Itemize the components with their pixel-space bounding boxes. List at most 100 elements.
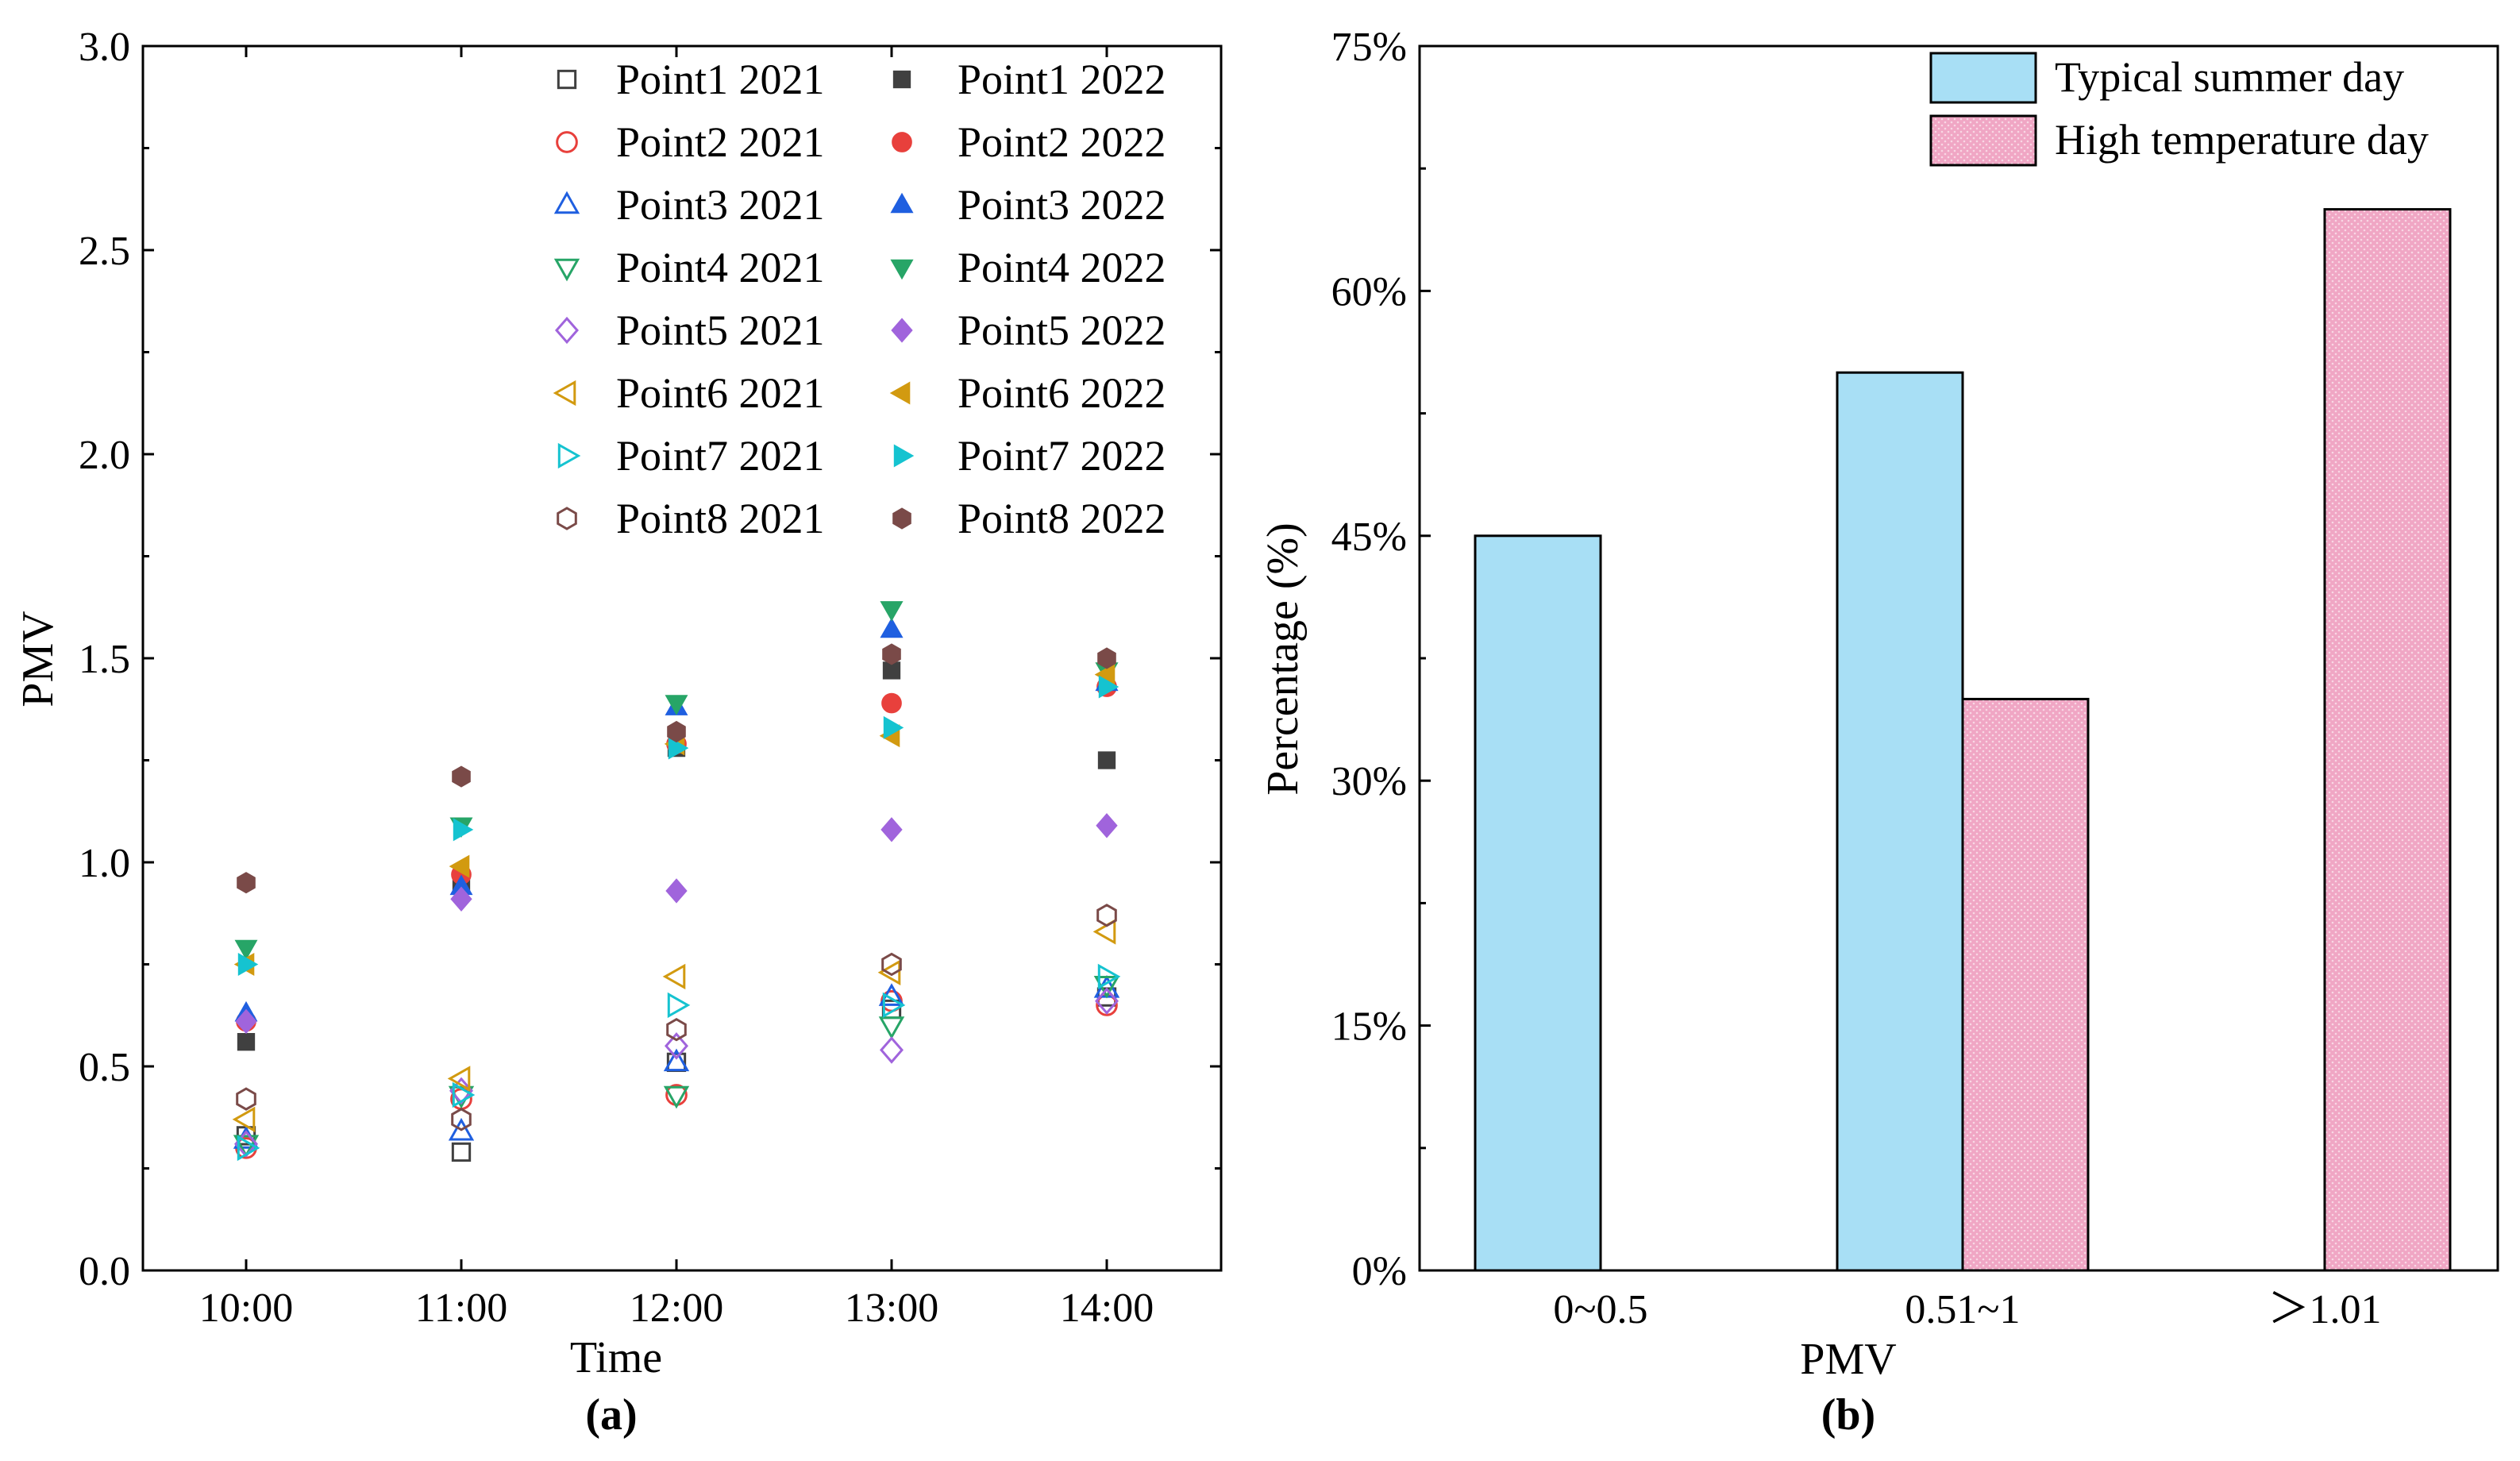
panel-a-plot-area — [232, 601, 1121, 1162]
legend-label: Point7 2021 — [616, 432, 825, 480]
panel-a-x-ticks: 10:00 11:00 12:00 13:00 14:00 — [199, 46, 1154, 1331]
bar-series-typical-summer-day — [1474, 371, 1964, 1272]
legend-marker-point5-2022 — [891, 318, 913, 343]
data-point-point4-2022 — [665, 695, 688, 715]
data-point-point6-2021 — [447, 1066, 471, 1092]
legend-marker-point2-2022 — [892, 132, 912, 152]
legend-label: Point3 2021 — [616, 181, 825, 229]
series-point7-2022 — [237, 675, 1119, 977]
panel-b-y-tick-label: 60% — [1331, 269, 1407, 314]
legend-marker-point4-2022 — [890, 259, 914, 280]
legend-item-high-temperature-day: High temperature day — [1929, 114, 2429, 167]
panel-b-x-ticks: 0~0.5 0.51~1 ＞1.01 — [1553, 1259, 2382, 1332]
panel-a-y-axis-title: PMV — [13, 611, 63, 707]
data-point-point8-2022 — [667, 720, 686, 743]
legend-label: Point5 2022 — [958, 306, 1166, 354]
legend-item-typical-summer-day: Typical summer day — [1929, 52, 2404, 104]
panel-b-x-tick-label: 0.51~1 — [1905, 1287, 2020, 1332]
bar-high-temperature-day-1-01 — [2323, 208, 2452, 1272]
data-point-point7-2022 — [453, 818, 474, 842]
series-point2-2021 — [235, 989, 1118, 1159]
data-point-point7-2021 — [882, 992, 906, 1019]
panel-b-label: (b) — [1821, 1390, 1875, 1440]
legend-marker-point3-2022 — [890, 192, 914, 214]
data-point-point7-2022 — [237, 952, 259, 977]
data-point-point5-2021 — [1095, 987, 1119, 1015]
legend-marker-point4-2021 — [553, 258, 580, 282]
panel-b-bar-chart: 0% 15% 30% 45% 60% 75% 0~0.5 0.51~1 ＞1.01 PMV P… — [1258, 25, 2499, 1440]
legend-label: Point1 2022 — [958, 56, 1166, 103]
data-point-point8-2022 — [882, 643, 901, 665]
panel-a-y-tick-label: 3.0 — [79, 25, 130, 70]
panel-a-label: (a) — [585, 1390, 637, 1440]
legend-item-point3-2021: Point3 2021 — [553, 181, 825, 229]
series-point1-2022 — [237, 661, 1116, 1051]
series-point7-2021 — [237, 963, 1121, 1162]
bar-high-temperature-day-0-51-1 — [1961, 697, 2090, 1272]
legend-marker-point6-2021 — [553, 380, 576, 407]
legend-label: Point7 2022 — [958, 432, 1166, 480]
bar-series-high-temperature-day — [1961, 208, 2452, 1272]
legend-label: Point2 2022 — [958, 118, 1166, 166]
data-point-point5-2022 — [665, 878, 688, 904]
data-point-point6-2022 — [449, 854, 470, 878]
data-point-point6-2021 — [662, 963, 686, 990]
panel-a-x-tick-label: 13:00 — [845, 1286, 938, 1331]
legend-label: Point3 2022 — [958, 181, 1166, 229]
data-point-point8-2022 — [452, 765, 471, 788]
panel-b-bars — [1474, 208, 2452, 1272]
data-point-point7-2022 — [883, 715, 904, 739]
data-point-point5-2022 — [1096, 813, 1118, 838]
legend-item-point7-2022: Point7 2022 — [893, 432, 1166, 480]
data-point-point4-2021 — [663, 1085, 690, 1109]
panel-a-y-tick-label: 2.5 — [79, 229, 130, 274]
legend-marker-point8-2022 — [892, 507, 911, 530]
data-point-point7-2021 — [1097, 963, 1121, 990]
legend-item-point4-2021: Point4 2021 — [553, 244, 825, 291]
panel-a-x-tick-label: 11:00 — [415, 1286, 508, 1331]
data-point-point8-2021 — [1096, 904, 1117, 927]
legend-item-point3-2022: Point3 2022 — [890, 181, 1166, 229]
panel-a-y-tick-label: 0.5 — [79, 1045, 130, 1090]
legend-label: Point6 2022 — [958, 369, 1166, 417]
legend-label: Point4 2021 — [616, 244, 825, 291]
legend-label: Point2 2021 — [616, 118, 825, 166]
data-point-point5-2021 — [665, 1032, 688, 1060]
panel-b-legend: Typical summer day High temperature day — [1929, 52, 2429, 167]
panel-b-y-tick-label: 30% — [1331, 759, 1407, 804]
panel-a-y-ticks: 0.0 0.5 1.0 1.5 2.0 2.5 3.0 — [79, 25, 1221, 1294]
panel-b-x-tick-label: 0~0.5 — [1553, 1287, 1647, 1332]
data-point-point7-2022 — [668, 736, 689, 760]
panel-b-y-tick-label: 75% — [1331, 25, 1407, 70]
legend-item-point6-2021: Point6 2021 — [553, 369, 825, 417]
data-point-point7-2021 — [452, 1081, 476, 1108]
legend-label: Point6 2021 — [616, 369, 825, 417]
panel-b-y-tick-label: 45% — [1331, 515, 1407, 560]
data-point-point8-2021 — [451, 1108, 472, 1131]
series-point4-2021 — [233, 976, 1120, 1158]
legend-item-point6-2022: Point6 2022 — [889, 369, 1166, 417]
panel-a-x-axis-title: Time — [570, 1333, 662, 1382]
panel-a-y-tick-label: 1.5 — [79, 637, 130, 682]
legend-item-point5-2022: Point5 2022 — [891, 306, 1166, 354]
series-point8-2022 — [237, 643, 1116, 894]
bar-typical-summer-day-0-51-1 — [1836, 371, 1964, 1272]
data-point-point3-2021 — [663, 1048, 690, 1072]
series-point5-2022 — [235, 813, 1118, 1035]
data-point-point5-2022 — [235, 1008, 257, 1035]
legend-item-point7-2021: Point7 2021 — [557, 432, 825, 480]
data-point-point8-2021 — [236, 1087, 256, 1111]
series-point4-2022 — [234, 601, 1119, 961]
panel-a-legend: Point1 2021 Point2 2021 Point3 2021 Point4 … — [553, 56, 1166, 542]
panel-b-x-axis-title: PMV — [1800, 1335, 1896, 1384]
data-point-point4-2022 — [880, 601, 904, 622]
series-point1-2021 — [236, 987, 1117, 1162]
legend-marker-point5-2021 — [555, 316, 579, 345]
panel-b-y-ticks: 0% 15% 30% 45% 60% 75% — [1331, 25, 1431, 1294]
legend-marker-point8-2021 — [557, 507, 577, 530]
legend-item-point4-2022: Point4 2022 — [890, 244, 1166, 291]
panel-a-y-tick-label: 1.0 — [79, 841, 130, 886]
data-point-point3-2021 — [448, 1117, 475, 1141]
data-point-point3-2022 — [880, 617, 904, 638]
